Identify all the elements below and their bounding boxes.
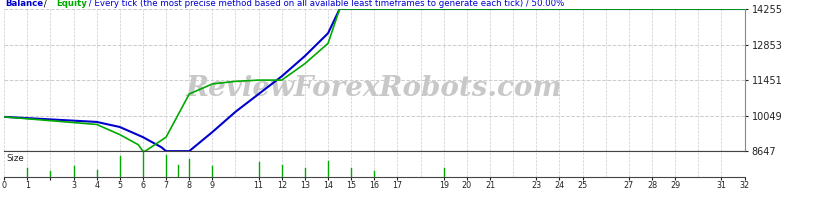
Text: Balance: Balance	[6, 0, 43, 8]
Text: Size: Size	[7, 154, 24, 163]
Text: Balance /: Balance /	[6, 0, 48, 8]
Text: Equity: Equity	[56, 0, 87, 8]
Text: ReviewForexRobots.com: ReviewForexRobots.com	[186, 75, 562, 102]
Text: /: /	[41, 0, 49, 8]
Text: / Every tick (the most precise method based on all available least timeframes to: / Every tick (the most precise method ba…	[86, 0, 563, 8]
